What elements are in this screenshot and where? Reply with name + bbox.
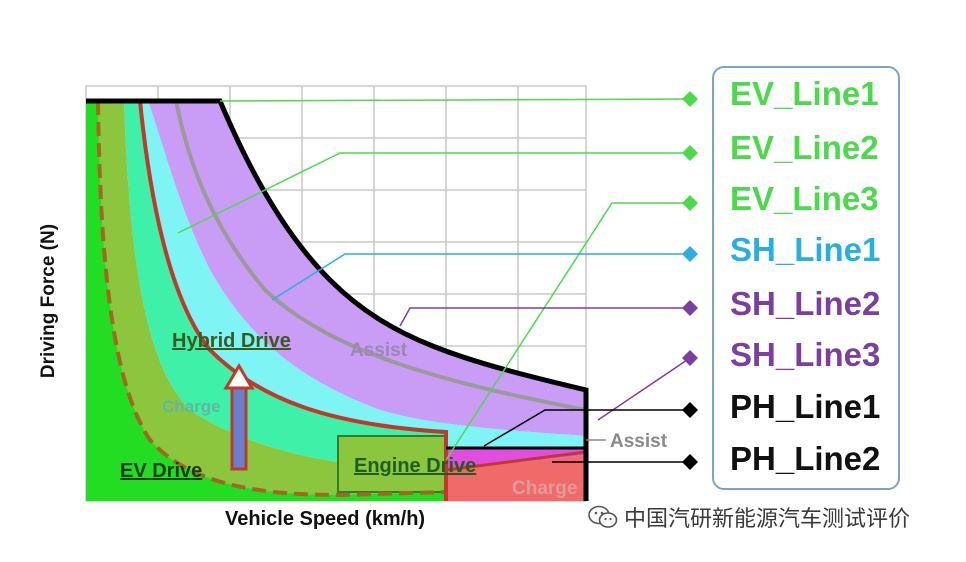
x-axis-label: Vehicle Speed (km/h) — [225, 508, 426, 530]
hybrid-region — [140, 101, 586, 448]
ph-red-line — [445, 450, 587, 472]
y-axis-label: Driving Force (N) — [38, 223, 59, 379]
charge-lower-label: Charge — [512, 478, 578, 499]
diamond-marker-icon — [682, 402, 698, 418]
charge-upper-label: Charge — [162, 397, 221, 416]
legend-ev-line1: EV_Line1 — [730, 75, 879, 112]
legend-sh-line3: SH_Line3 — [730, 336, 881, 373]
engine-drive-box — [337, 435, 447, 493]
assist-upper-label: Assist — [350, 340, 408, 361]
legend-ev-line3: EV_Line3 — [730, 180, 879, 217]
diamond-marker-icon — [682, 454, 698, 470]
engine-drive-label: Engine Drive — [354, 455, 477, 477]
teal-region — [124, 101, 446, 470]
legend-ph-line1: PH_Line1 — [730, 388, 881, 425]
legend-sh-line1: SH_Line1 — [730, 231, 881, 268]
diamond-marker-icon — [682, 91, 698, 107]
legend-ph-line2: PH_Line2 — [730, 440, 881, 477]
assist-gray-curve — [174, 100, 587, 412]
diamond-marker-icon — [682, 145, 698, 161]
diamond-marker-icon — [682, 350, 698, 366]
diamond-marker-icon — [682, 300, 698, 316]
legend-ev-line2: EV_Line2 — [730, 129, 879, 166]
watermark: 中国汽研新能源汽车测试评价 — [588, 501, 910, 533]
ev-drive-label: EV Drive — [120, 460, 203, 482]
ev-dashed-curve — [96, 100, 447, 498]
charge-region — [86, 101, 446, 501]
legend-box — [712, 66, 900, 490]
assist-region — [86, 101, 586, 436]
ev-drive-region — [86, 101, 446, 501]
legend-sh-line2: SH_Line2 — [730, 285, 881, 322]
max-force-envelope — [86, 98, 589, 501]
diamond-marker-icon — [682, 195, 698, 211]
legend-markers — [682, 91, 698, 470]
watermark-text: 中国汽研新能源汽车测试评价 — [624, 507, 911, 532]
wechat-icon — [588, 505, 618, 528]
leader-lines — [177, 98, 691, 463]
assist-lower-label: Assist — [610, 431, 668, 452]
diamond-marker-icon — [682, 246, 698, 262]
up-arrow-icon — [223, 363, 255, 471]
hybrid-drive-label: Hybrid Drive — [172, 330, 291, 352]
sh-red-curve — [86, 99, 448, 501]
